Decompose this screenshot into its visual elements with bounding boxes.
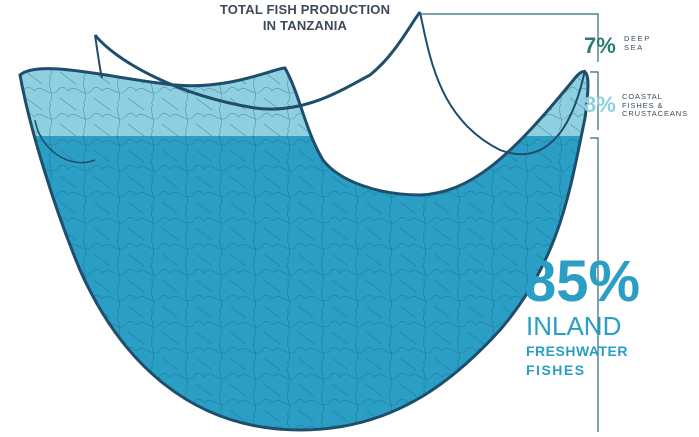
- coastal-label-line3: CRUSTACEANS: [622, 109, 689, 118]
- chart-title-line1: TOTAL FISH PRODUCTION: [219, 2, 391, 17]
- deep-sea-label: DEEP SEA: [624, 34, 651, 52]
- coastal-label-line1: COASTAL: [622, 92, 663, 101]
- deep-sea-label-line2: SEA: [624, 42, 644, 52]
- leader-inland: [590, 137, 599, 432]
- net-inner-fold: [34, 119, 96, 164]
- coastal-value: 8%: [584, 92, 616, 117]
- inland-label-line1: INLAND: [526, 311, 622, 341]
- coastal-label-line2: FISHES &: [622, 100, 664, 110]
- coastal-label: COASTAL FISHES & CRUSTACEANS: [622, 92, 689, 119]
- net-back-flap-right: [419, 11, 586, 156]
- net-outline: [18, 66, 590, 432]
- leader-coastal: [590, 71, 599, 130]
- deep-sea-label-line1: DEEP: [624, 34, 651, 43]
- inland-label-line2: FRESHWATER: [526, 343, 628, 359]
- leader-deep-sea: [420, 13, 599, 62]
- deep-sea-value: 7%: [584, 33, 616, 58]
- inland-label-line3: FISHES: [526, 362, 586, 378]
- inland-value: 85%: [524, 249, 641, 314]
- chart-title: TOTAL FISH PRODUCTION IN TANZANIA: [150, 2, 460, 34]
- chart-title-line2: IN TANZANIA: [262, 18, 348, 33]
